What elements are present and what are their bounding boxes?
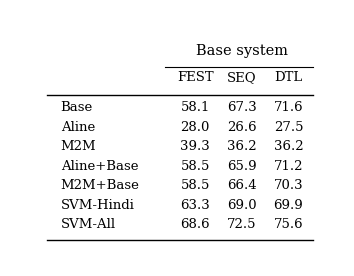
Text: 70.3: 70.3 — [274, 179, 303, 192]
Text: Base system: Base system — [196, 44, 288, 58]
Text: 27.5: 27.5 — [274, 121, 303, 134]
Text: FEST: FEST — [177, 71, 213, 84]
Text: SEQ: SEQ — [227, 71, 257, 84]
Text: 58.1: 58.1 — [181, 101, 210, 114]
Text: 68.6: 68.6 — [180, 218, 210, 232]
Text: 75.6: 75.6 — [274, 218, 303, 232]
Text: SVM-All: SVM-All — [61, 218, 116, 232]
Text: 65.9: 65.9 — [227, 160, 257, 173]
Text: Aline: Aline — [61, 121, 95, 134]
Text: SVM-Hindi: SVM-Hindi — [61, 199, 135, 212]
Text: 69.0: 69.0 — [227, 199, 257, 212]
Text: Aline+Base: Aline+Base — [61, 160, 138, 173]
Text: 58.5: 58.5 — [181, 160, 210, 173]
Text: 58.5: 58.5 — [181, 179, 210, 192]
Text: 63.3: 63.3 — [180, 199, 210, 212]
Text: 36.2: 36.2 — [227, 140, 257, 153]
Text: Base: Base — [61, 101, 93, 114]
Text: 66.4: 66.4 — [227, 179, 257, 192]
Text: 26.6: 26.6 — [227, 121, 257, 134]
Text: M2M: M2M — [61, 140, 96, 153]
Text: 69.9: 69.9 — [274, 199, 303, 212]
Text: M2M+Base: M2M+Base — [61, 179, 139, 192]
Text: 28.0: 28.0 — [181, 121, 210, 134]
Text: 71.6: 71.6 — [274, 101, 303, 114]
Text: DTL: DTL — [274, 71, 303, 84]
Text: 72.5: 72.5 — [227, 218, 257, 232]
Text: 71.2: 71.2 — [274, 160, 303, 173]
Text: 39.3: 39.3 — [180, 140, 210, 153]
Text: 67.3: 67.3 — [227, 101, 257, 114]
Text: 36.2: 36.2 — [274, 140, 303, 153]
